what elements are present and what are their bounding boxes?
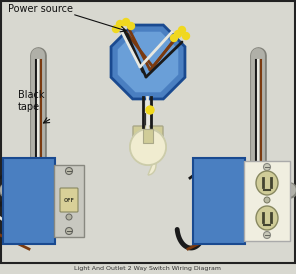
Circle shape: [65, 227, 73, 235]
Circle shape: [170, 35, 178, 41]
Text: Black
tape: Black tape: [18, 90, 44, 112]
FancyBboxPatch shape: [1, 1, 295, 263]
FancyBboxPatch shape: [244, 161, 290, 241]
FancyBboxPatch shape: [193, 158, 245, 244]
Circle shape: [123, 19, 130, 25]
Text: OFF: OFF: [64, 198, 74, 202]
Circle shape: [130, 129, 166, 165]
Text: Light And Outlet 2 Way Switch Wiring Diagram: Light And Outlet 2 Way Switch Wiring Dia…: [75, 266, 221, 271]
Circle shape: [128, 22, 134, 30]
Circle shape: [66, 214, 72, 220]
FancyBboxPatch shape: [54, 165, 84, 237]
Text: Power source: Power source: [8, 4, 73, 14]
Circle shape: [65, 167, 73, 175]
Circle shape: [183, 33, 189, 39]
Circle shape: [178, 27, 186, 33]
Polygon shape: [111, 25, 185, 99]
Ellipse shape: [256, 171, 278, 195]
Polygon shape: [140, 155, 156, 175]
Circle shape: [175, 30, 181, 38]
Ellipse shape: [256, 206, 278, 230]
Circle shape: [263, 164, 271, 170]
Circle shape: [146, 106, 154, 114]
Circle shape: [112, 25, 120, 33]
Circle shape: [130, 129, 166, 165]
FancyBboxPatch shape: [60, 188, 78, 212]
Circle shape: [263, 232, 271, 238]
FancyBboxPatch shape: [143, 129, 153, 143]
Polygon shape: [118, 32, 178, 92]
Circle shape: [117, 21, 123, 27]
FancyBboxPatch shape: [133, 126, 163, 138]
Circle shape: [264, 197, 270, 203]
FancyBboxPatch shape: [3, 158, 55, 244]
